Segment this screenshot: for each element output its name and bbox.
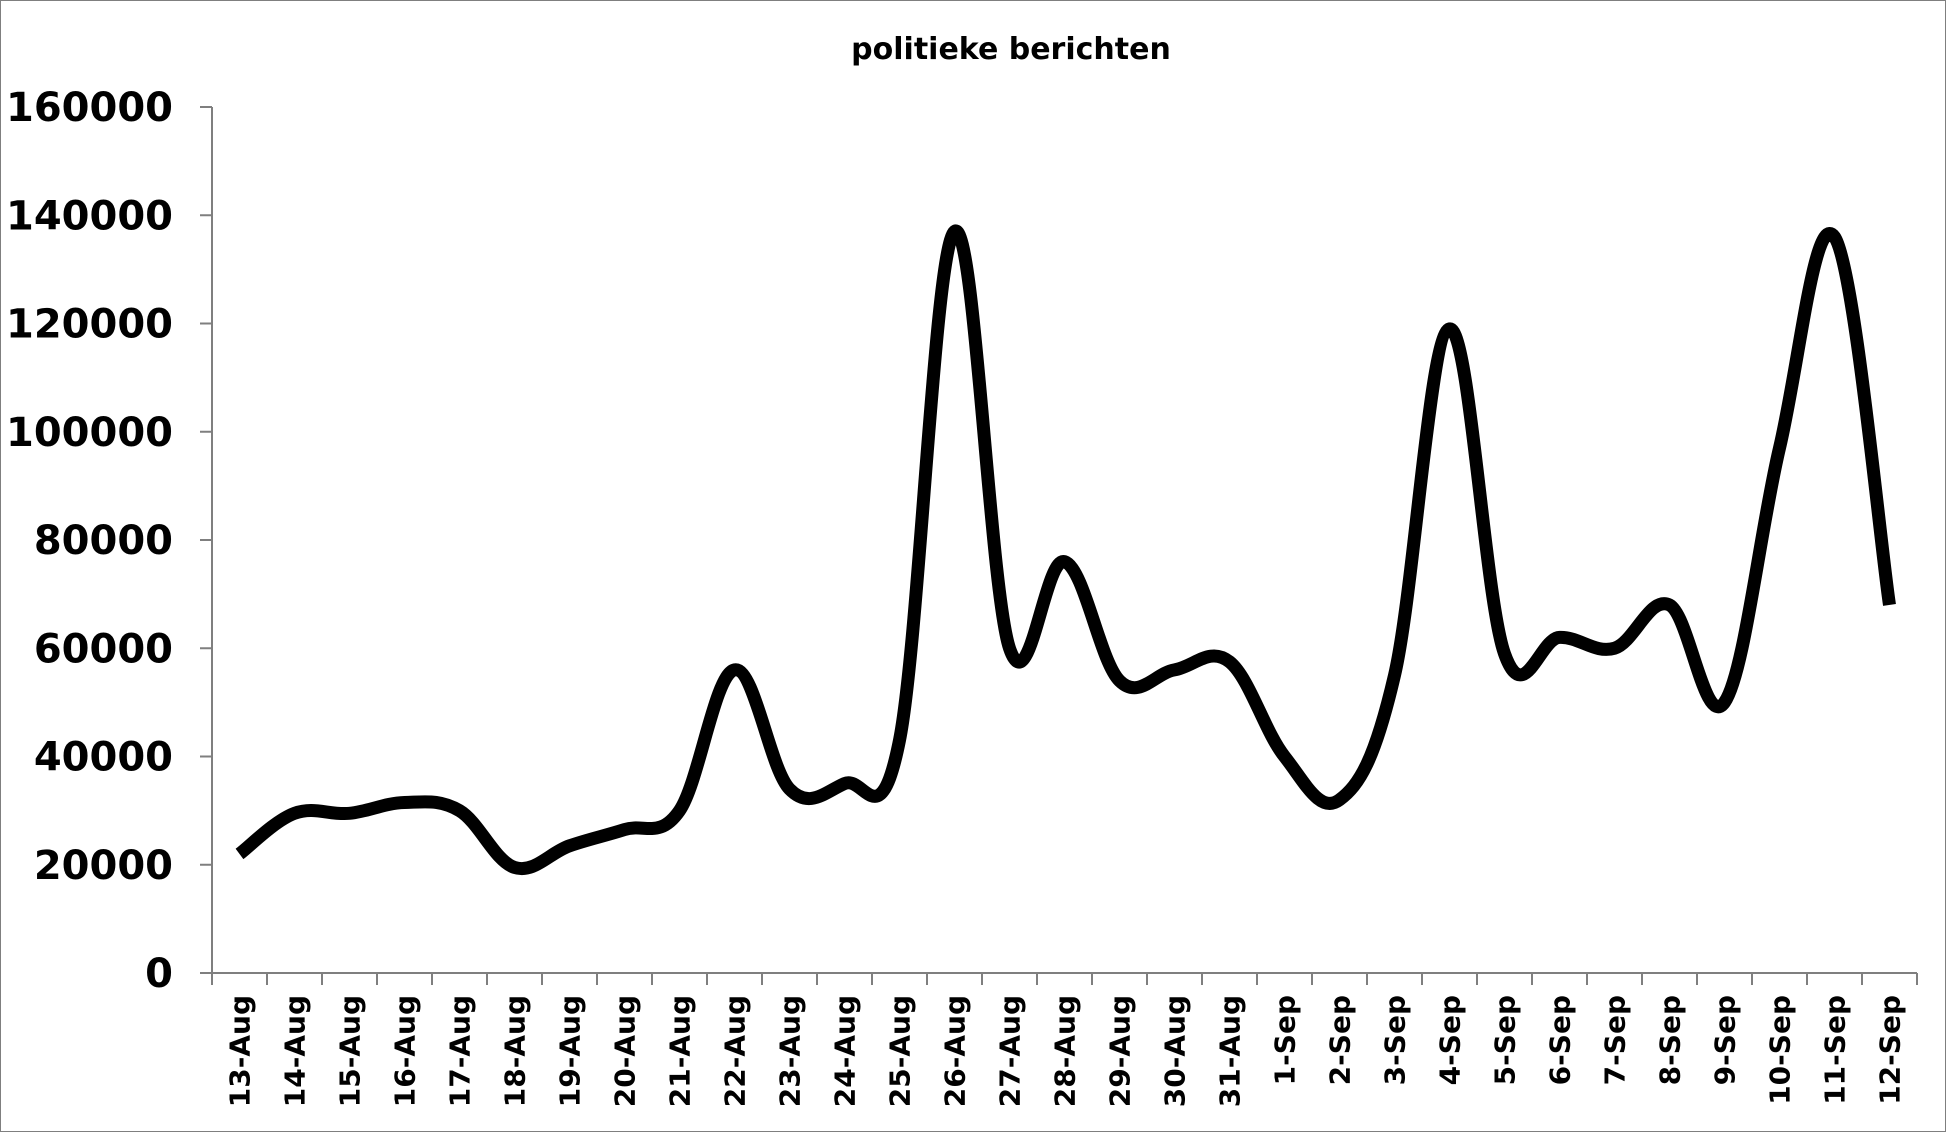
x-tick-label: 27-Aug xyxy=(994,995,1027,1107)
x-axis: 13-Aug 14-Aug 15-Aug 16-Aug 17-Aug 18-Aug 19-A… xyxy=(211,972,1918,1107)
x-tick-label: 24-Aug xyxy=(829,995,862,1107)
x-tick-label: 4-Sep xyxy=(1434,995,1467,1085)
y-axis: 0 20000 40000 60000 80000 100000 120000 140000 1… xyxy=(6,85,213,997)
x-tick-label: 1-Sep xyxy=(1269,995,1302,1085)
x-tick-label: 23-Aug xyxy=(774,995,807,1107)
x-tick-label: 5-Sep xyxy=(1489,995,1522,1085)
x-tick-label: 8-Sep xyxy=(1654,995,1687,1085)
y-tick-label: 140000 xyxy=(6,193,173,239)
x-tick-label: 7-Sep xyxy=(1599,995,1632,1085)
x-tick-label: 13-Aug xyxy=(224,995,257,1107)
x-tick-label: 9-Sep xyxy=(1709,995,1742,1085)
y-tick-label: 80000 xyxy=(34,518,173,564)
x-tick-label: 12-Sep xyxy=(1874,995,1907,1105)
x-tick-label: 10-Sep xyxy=(1764,995,1797,1105)
x-tick-label: 25-Aug xyxy=(884,995,917,1107)
x-tick-label: 31-Aug xyxy=(1214,995,1247,1107)
series-line-0 xyxy=(235,224,1896,876)
x-tick-label: 6-Sep xyxy=(1544,995,1577,1085)
x-tick-label: 30-Aug xyxy=(1159,995,1192,1107)
x-tick-label: 28-Aug xyxy=(1049,995,1082,1107)
series-group xyxy=(235,224,1896,876)
x-tick-label: 26-Aug xyxy=(939,995,972,1107)
x-tick-label: 16-Aug xyxy=(389,995,422,1107)
y-tick-label: 120000 xyxy=(6,302,173,348)
x-tick-label: 20-Aug xyxy=(609,995,642,1107)
x-tick-label: 11-Sep xyxy=(1819,995,1852,1105)
y-tick-label: 40000 xyxy=(34,735,173,781)
x-tick-label: 3-Sep xyxy=(1379,995,1412,1085)
x-tick-label: 14-Aug xyxy=(279,995,312,1107)
x-tick-label: 29-Aug xyxy=(1104,995,1137,1107)
x-tick-label: 22-Aug xyxy=(719,995,752,1107)
x-tick-label: 18-Aug xyxy=(499,995,532,1107)
x-tick-label: 19-Aug xyxy=(554,995,587,1107)
y-tick-label: 60000 xyxy=(34,626,173,672)
chart-title: politieke berichten xyxy=(851,32,1171,67)
x-tick-label: 15-Aug xyxy=(334,995,367,1107)
y-tick-label: 0 xyxy=(145,951,173,997)
x-tick-label: 21-Aug xyxy=(664,995,697,1107)
y-tick-label: 100000 xyxy=(6,410,173,456)
y-tick-label: 160000 xyxy=(6,85,173,131)
x-tick-label: 17-Aug xyxy=(444,995,477,1107)
x-tick-label: 2-Sep xyxy=(1324,995,1357,1085)
y-tick-label: 20000 xyxy=(34,843,173,889)
